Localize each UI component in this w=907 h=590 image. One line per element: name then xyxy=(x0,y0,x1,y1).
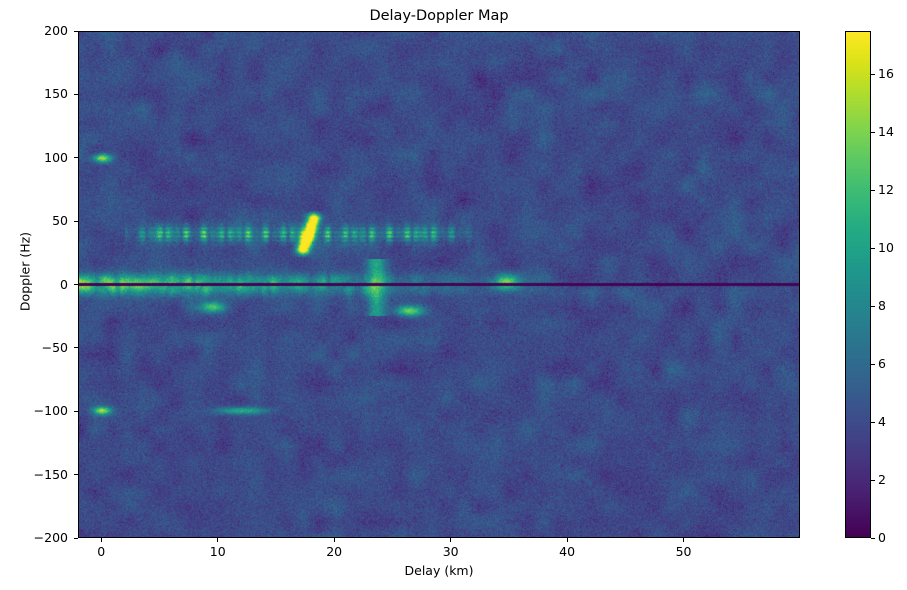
colorbar-tick-label: 12 xyxy=(878,182,894,198)
x-tick-label: 50 xyxy=(675,544,692,559)
y-tick-mark xyxy=(74,157,78,159)
x-tick-mark xyxy=(100,538,102,542)
colorbar-tick-mark xyxy=(871,131,875,133)
colorbar-tick-mark xyxy=(871,247,875,249)
y-tick-mark xyxy=(74,474,78,476)
colorbar-tick-mark xyxy=(871,363,875,365)
y-tick-mark xyxy=(74,30,78,32)
y-tick-label: 0 xyxy=(60,276,68,292)
colorbar-tick-label: 16 xyxy=(878,66,894,82)
x-tick-label: 10 xyxy=(209,544,226,559)
x-tick-label: 20 xyxy=(326,544,343,559)
colorbar-tick-mark xyxy=(871,189,875,191)
colorbar-tick-mark xyxy=(871,73,875,76)
x-tick-label: 30 xyxy=(442,544,459,559)
x-tick-mark xyxy=(217,538,219,542)
colorbar-gradient xyxy=(846,32,870,537)
x-tick-mark xyxy=(450,538,452,542)
x-axis-label: Delay (km) xyxy=(404,563,474,578)
colorbar-tick-label: 8 xyxy=(878,298,886,314)
colorbar[interactable] xyxy=(845,31,871,538)
y-tick-mark xyxy=(74,220,78,222)
y-tick-label: 200 xyxy=(44,23,68,38)
x-tick-mark xyxy=(683,538,685,542)
colorbar-tick-mark xyxy=(871,479,875,481)
x-tick-label: 40 xyxy=(559,544,576,559)
colorbar-tick-label: 6 xyxy=(878,356,886,372)
y-tick-mark xyxy=(74,410,78,412)
y-tick-label: −200 xyxy=(33,530,68,545)
y-tick-label: 50 xyxy=(52,213,68,229)
x-tick-label: 0 xyxy=(97,544,106,559)
y-tick-label: 150 xyxy=(44,86,68,102)
y-tick-label: −100 xyxy=(33,403,68,419)
y-tick-mark xyxy=(74,347,78,349)
y-tick-mark xyxy=(74,284,78,286)
delay-doppler-heatmap[interactable] xyxy=(79,32,799,537)
y-tick-mark xyxy=(74,537,78,539)
y-axis-label: Doppler (Hz) xyxy=(17,231,33,312)
colorbar-tick-label: 4 xyxy=(878,414,886,430)
page-title: Delay-Doppler Map xyxy=(369,8,509,24)
colorbar-tick-label: 2 xyxy=(878,472,886,488)
colorbar-tick-label: 0 xyxy=(878,530,886,545)
y-tick-mark xyxy=(74,93,78,95)
colorbar-tick-label: 10 xyxy=(878,240,894,256)
x-tick-mark xyxy=(566,538,568,542)
heatmap-axes[interactable] xyxy=(78,31,800,538)
colorbar-tick-mark xyxy=(871,305,875,307)
y-tick-label: −150 xyxy=(33,466,68,482)
colorbar-tick-mark xyxy=(871,537,875,539)
y-tick-label: 100 xyxy=(44,149,68,165)
colorbar-tick-label: 14 xyxy=(878,124,894,140)
y-tick-label: −50 xyxy=(41,339,68,355)
x-tick-mark xyxy=(333,538,335,542)
colorbar-tick-mark xyxy=(871,421,875,423)
